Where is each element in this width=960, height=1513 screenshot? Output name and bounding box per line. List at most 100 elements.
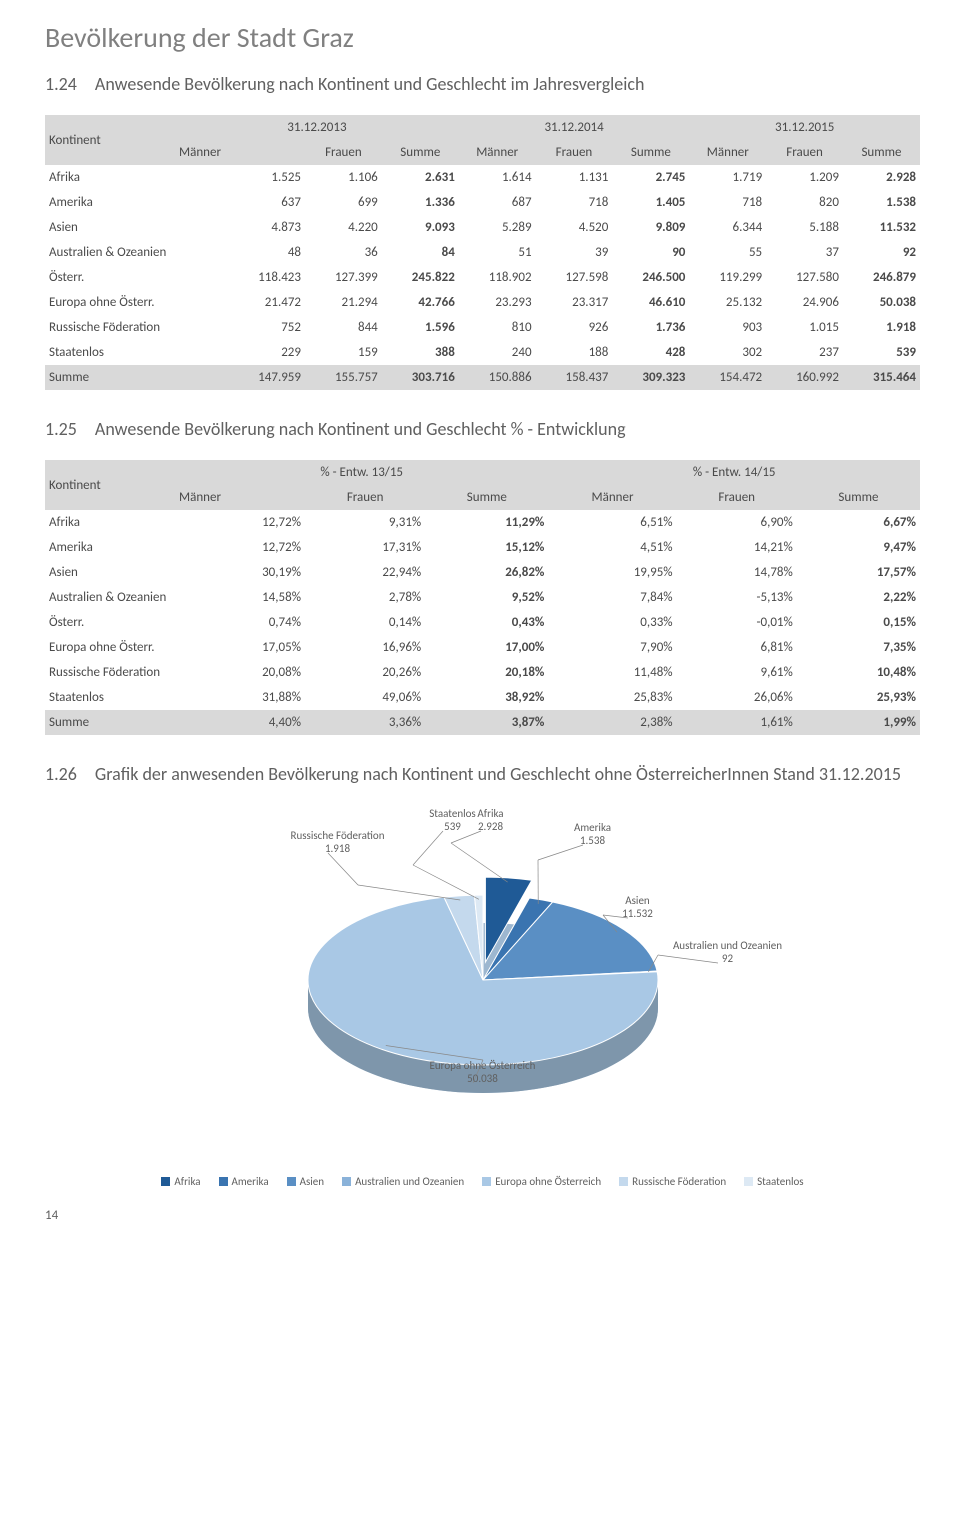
year-header: 31.12.2014	[459, 115, 690, 140]
cell: 147.959	[175, 365, 305, 390]
legend-label: Russische Föderation	[632, 1175, 726, 1188]
group-header: % - Entw. 14/15	[548, 460, 920, 485]
cell: 118.902	[459, 265, 536, 290]
sum-row: Summe4,40%3,36%3,87%2,38%1,61%1,99%	[45, 710, 920, 735]
row-label: Amerika	[45, 190, 175, 215]
cell: 0,33%	[548, 610, 676, 635]
cell: 302	[689, 340, 766, 365]
cell: 1.596	[382, 315, 459, 340]
cell: 1.106	[305, 165, 382, 190]
cell: 39	[536, 240, 613, 265]
section-text: Anwesende Bevölkerung nach Kontinent und…	[95, 73, 645, 95]
col-header: Männer	[548, 485, 676, 510]
col-header: Summe	[612, 140, 689, 165]
col-header: Männer	[459, 140, 536, 165]
cell: 37	[766, 240, 843, 265]
cell: 1.405	[612, 190, 689, 215]
pie-label: Asien11.532	[578, 894, 698, 920]
col-header: Männer	[175, 485, 305, 510]
cell: 246.879	[843, 265, 920, 290]
cell: 0,74%	[175, 610, 305, 635]
legend-item: Asien	[287, 1175, 324, 1188]
row-label: Österr.	[45, 265, 175, 290]
cell: 25,93%	[797, 685, 920, 710]
table-row: Afrika1.5251.1062.6311.6141.1312.7451.71…	[45, 165, 920, 190]
cell: 7,90%	[548, 635, 676, 660]
table-rowhead: Kontinent	[45, 460, 175, 510]
row-label: Russische Föderation	[45, 315, 175, 340]
cell: 31,88%	[175, 685, 305, 710]
cell: 20,18%	[425, 660, 548, 685]
page-number: 14	[45, 1208, 920, 1223]
cell: 42.766	[382, 290, 459, 315]
row-label: Europa ohne Österr.	[45, 290, 175, 315]
cell: 160.992	[766, 365, 843, 390]
pie-label: Amerika1.538	[533, 821, 653, 847]
chart-legend: AfrikaAmerikaAsienAustralien und Ozeanie…	[45, 1175, 920, 1188]
cell: 51	[459, 240, 536, 265]
cell: 687	[459, 190, 536, 215]
cell: 26,06%	[677, 685, 797, 710]
row-label: Russische Föderation	[45, 660, 175, 685]
cell: 127.598	[536, 265, 613, 290]
legend-swatch	[161, 1177, 170, 1186]
col-header: Männer	[689, 140, 766, 165]
col-header: Frauen	[536, 140, 613, 165]
row-label: Amerika	[45, 535, 175, 560]
cell: 16,96%	[305, 635, 425, 660]
cell: 50.038	[843, 290, 920, 315]
table-125: Kontinent % - Entw. 13/15 % - Entw. 14/1…	[45, 460, 920, 735]
table-row: Amerika12,72%17,31%15,12%4,51%14,21%9,47…	[45, 535, 920, 560]
cell: 17,00%	[425, 635, 548, 660]
legend-label: Afrika	[174, 1175, 200, 1188]
cell: 4.873	[175, 215, 305, 240]
cell: 9.093	[382, 215, 459, 240]
cell: 303.716	[382, 365, 459, 390]
col-header: Frauen	[305, 485, 425, 510]
cell: 9,47%	[797, 535, 920, 560]
legend-label: Australien und Ozeanien	[355, 1175, 464, 1188]
row-label: Staatenlos	[45, 340, 175, 365]
table-row: Russische Föderation20,08%20,26%20,18%11…	[45, 660, 920, 685]
table-row: Österr.118.423127.399245.822118.902127.5…	[45, 265, 920, 290]
cell: 752	[175, 315, 305, 340]
cell: 48	[175, 240, 305, 265]
cell: 20,08%	[175, 660, 305, 685]
cell: 1.918	[843, 315, 920, 340]
cell: 38,92%	[425, 685, 548, 710]
table-row: Afrika12,72%9,31%11,29%6,51%6,90%6,67%	[45, 510, 920, 535]
row-label: Summe	[45, 710, 175, 735]
cell: 539	[843, 340, 920, 365]
cell: 3,87%	[425, 710, 548, 735]
section-text: Anwesende Bevölkerung nach Kontinent und…	[95, 418, 626, 440]
legend-swatch	[342, 1177, 351, 1186]
row-label: Afrika	[45, 165, 175, 190]
cell: 2,38%	[548, 710, 676, 735]
pie-label: Europa ohne Österreich50.038	[423, 1059, 543, 1085]
table-row: Asien4.8734.2209.0935.2894.5209.8096.344…	[45, 215, 920, 240]
row-label: Staatenlos	[45, 685, 175, 710]
cell: 17,05%	[175, 635, 305, 660]
cell: 6,90%	[677, 510, 797, 535]
cell: 926	[536, 315, 613, 340]
cell: 12,72%	[175, 535, 305, 560]
cell: 10,48%	[797, 660, 920, 685]
cell: 7,35%	[797, 635, 920, 660]
cell: 5.289	[459, 215, 536, 240]
cell: 245.822	[382, 265, 459, 290]
cell: 25.132	[689, 290, 766, 315]
cell: 2.928	[843, 165, 920, 190]
cell: 4.220	[305, 215, 382, 240]
cell: 237	[766, 340, 843, 365]
cell: 2,22%	[797, 585, 920, 610]
cell: 315.464	[843, 365, 920, 390]
table-row: Amerika6376991.3366877181.4057188201.538	[45, 190, 920, 215]
col-header: Männer	[175, 140, 305, 165]
cell: 26,82%	[425, 560, 548, 585]
col-header: Summe	[382, 140, 459, 165]
legend-item: Russische Föderation	[619, 1175, 726, 1188]
row-label: Europa ohne Österr.	[45, 635, 175, 660]
table-row: Europa ohne Österr.17,05%16,96%17,00%7,9…	[45, 635, 920, 660]
cell: 2.745	[612, 165, 689, 190]
cell: 84	[382, 240, 459, 265]
